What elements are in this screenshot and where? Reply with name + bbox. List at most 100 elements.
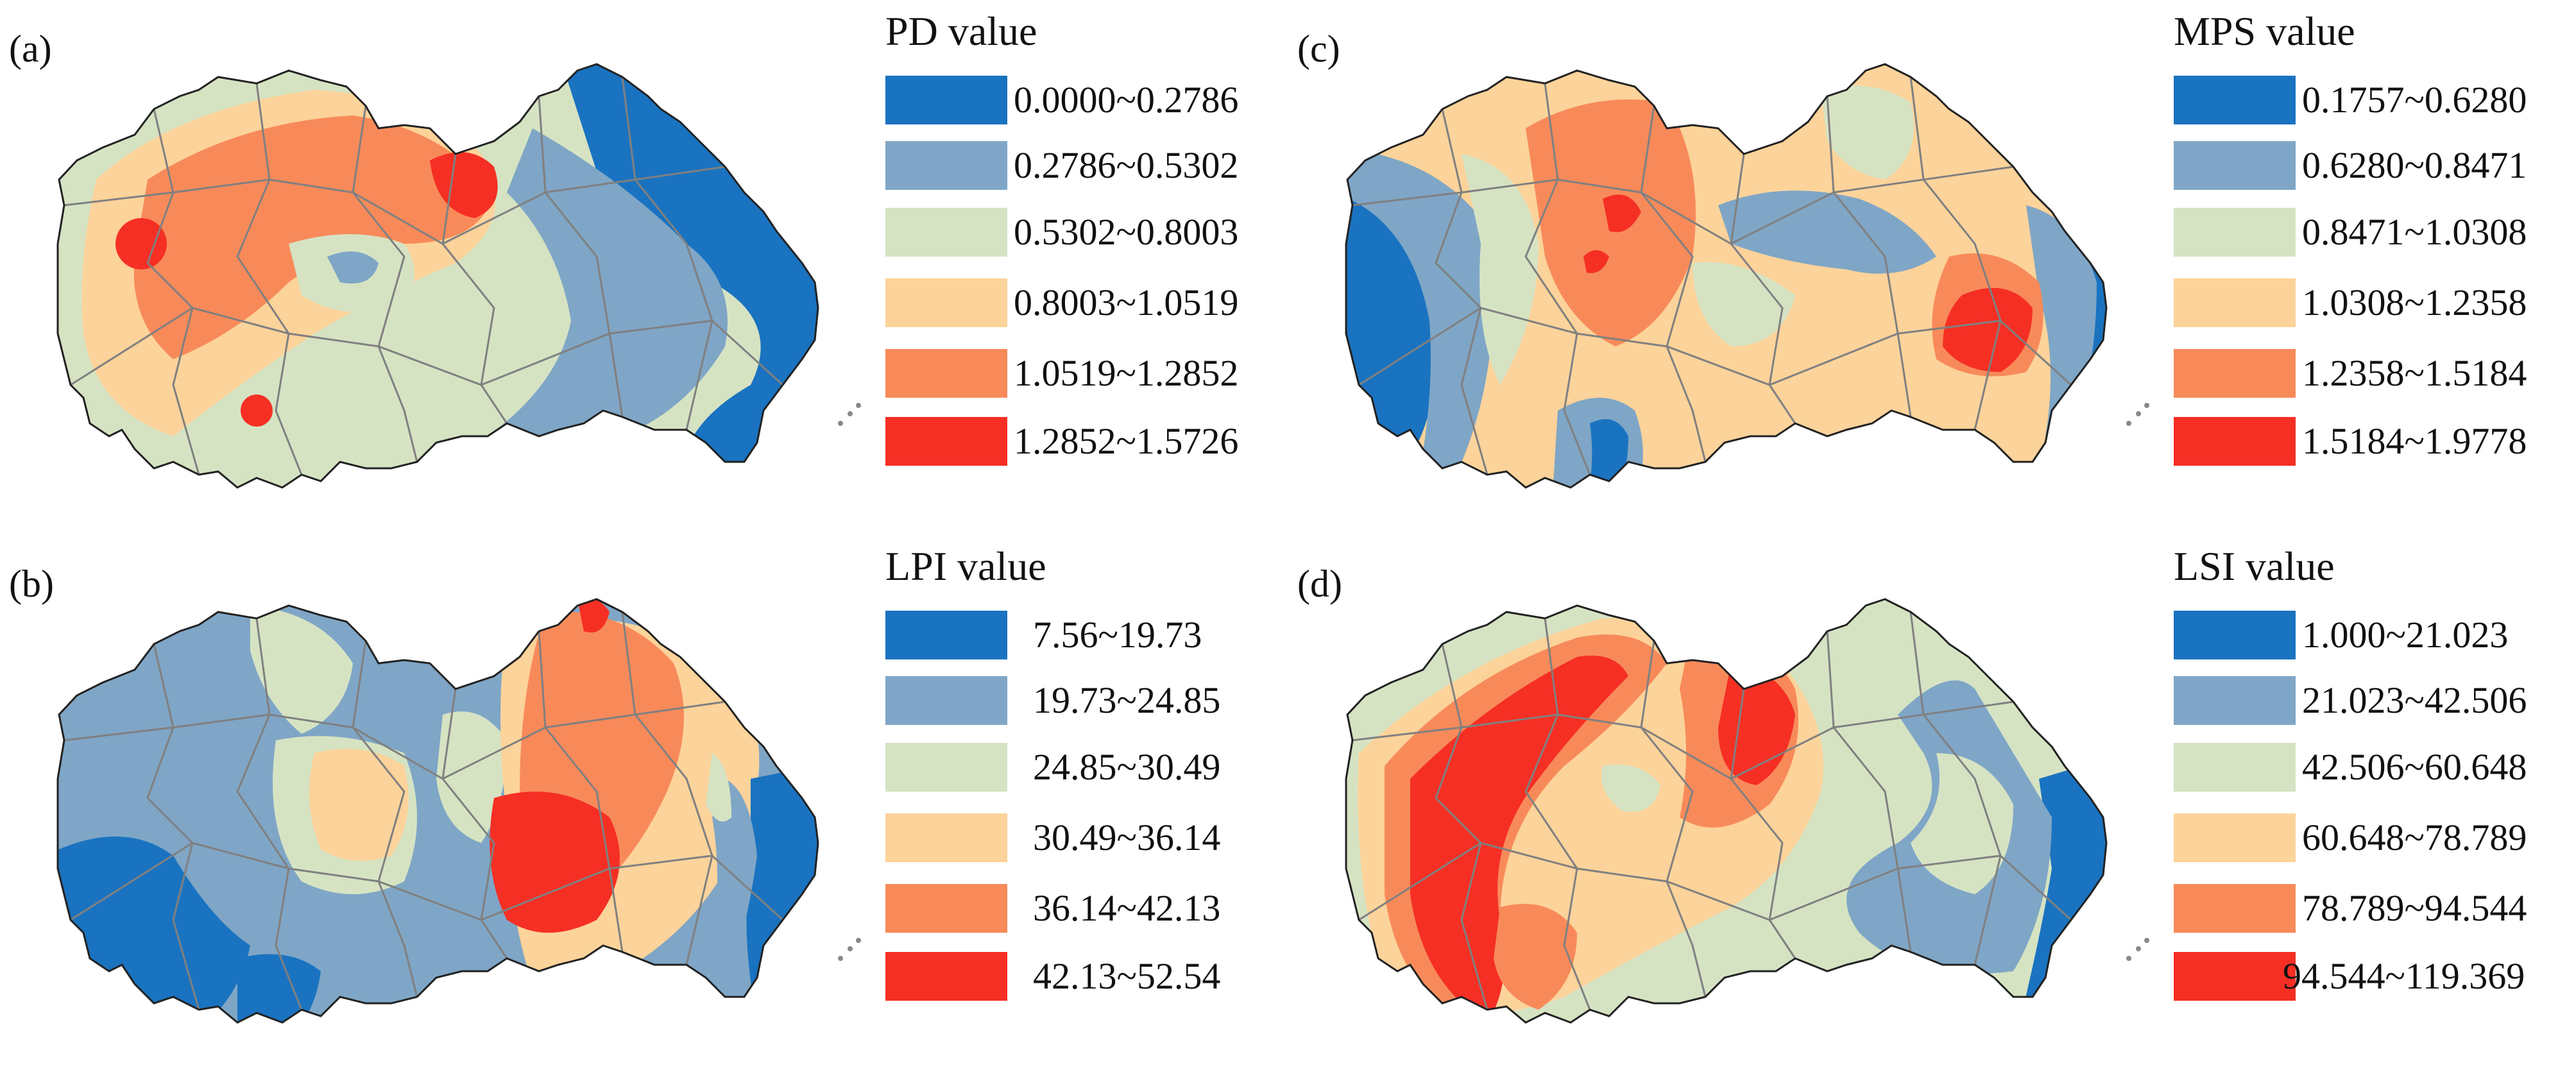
legend-item: 21.023~42.506 [2174,670,2572,731]
legend-swatch [885,76,1007,124]
legend-range: 1.000~21.023 [2302,614,2509,656]
legend-title: LSI value [2174,543,2335,589]
legend-swatch [2174,611,2296,659]
zone-blue-south [237,954,321,1023]
zone-orange-sw [1494,904,1577,1010]
panel-label: (d) [1297,563,1342,605]
zone-green-east-edge [706,753,731,822]
legend-swatch [2174,278,2296,327]
legend-range: 36.14~42.13 [1033,887,1221,929]
zone-green-mid [1693,262,1795,346]
map-mps [1333,51,2167,513]
legend-swatch [885,813,1007,862]
legend-range: 0.0000~0.2786 [1014,79,1239,121]
legend-mps: MPS value 0.1757~0.6280 0.6280~0.8471 0.… [2174,0,2572,535]
legend-range: 19.73~24.85 [1033,679,1221,721]
legend-item: 42.506~60.648 [2174,736,2572,798]
zone-red-east [1943,287,2033,372]
zone-green-north [1821,85,1914,180]
legend-item: 78.789~94.544 [2174,878,2572,939]
legend-item: 1.2852~1.5726 [885,411,1283,472]
legend-item: 0.6280~0.8471 [2174,135,2572,196]
island-dots [2126,938,2149,961]
legend-range: 1.2852~1.5726 [1014,420,1239,462]
legend-item: 0.1757~0.6280 [2174,69,2572,131]
legend-swatch [2174,417,2296,466]
legend-item: 19.73~24.85 [885,670,1283,731]
legend-swatch [885,743,1007,792]
legend-swatch [2174,952,2296,1001]
legend-swatch [885,208,1007,257]
zone-red-north [577,599,610,633]
legend-swatch [2174,76,2296,124]
legend-range: 0.8471~1.0308 [2302,211,2527,253]
legend-range: 42.13~52.54 [1033,955,1221,997]
legend-range: 1.0519~1.2852 [1014,352,1239,394]
legend-range: 7.56~19.73 [1033,614,1202,656]
legend-range: 0.2786~0.5302 [1014,144,1239,186]
zone-red-hotspot-3 [241,395,273,427]
legend-item: 36.14~42.13 [885,878,1283,939]
map-lpi [45,586,879,1048]
zone-blue-south [1583,419,1628,488]
zone-green-east [1911,753,2013,894]
zone-red-center-2 [1583,250,1609,273]
legend-swatch [2174,743,2296,792]
island-dots [838,938,861,961]
legend-lpi: LPI value 7.56~19.73 19.73~24.85 24.85~3… [885,535,1283,1070]
island-dots [2126,403,2149,426]
legend-swatch [885,278,1007,327]
legend-range: 94.544~119.369 [2283,955,2525,997]
legend-title: PD value [885,8,1037,54]
legend-lsi: LSI value 1.000~21.023 21.023~42.506 42.… [2174,535,2572,1070]
legend-range: 30.49~36.14 [1033,817,1221,858]
legend-item: 1.0308~1.2358 [2174,272,2572,334]
legend-swatch [885,611,1007,659]
legend-swatch [885,141,1007,190]
zone-red-hotspot-2 [115,218,167,269]
zone-red-ridge [1718,663,1795,785]
legend-item: 1.2358~1.5184 [2174,343,2572,404]
legend-swatch [2174,813,2296,862]
legend-item: 0.5302~0.8003 [885,201,1283,263]
legend-item: 7.56~19.73 [885,604,1283,666]
panel-c: (c) [1288,0,2576,535]
zone-peach-center [309,749,409,861]
legend-item: 0.0000~0.2786 [885,69,1283,131]
legend-swatch [2174,884,2296,933]
legend-item: 1.000~21.023 [2174,604,2572,666]
legend-pd: PD value 0.0000~0.2786 0.2786~0.5302 0.5… [885,0,1283,535]
legend-range: 0.8003~1.0519 [1014,282,1239,323]
legend-swatch [2174,676,2296,725]
panel-a: (a) [0,0,1288,535]
island-dots [838,403,861,426]
legend-item: 0.8471~1.0308 [2174,201,2572,263]
zone-dark-orange [133,115,494,359]
zone-blue-east [746,753,818,1023]
legend-title: MPS value [2174,8,2355,54]
legend-swatch [2174,349,2296,398]
legend-range: 24.85~30.49 [1033,746,1221,788]
zone-green-west [1462,154,1539,385]
panel-label: (c) [1297,28,1340,70]
zone-green-center [1601,765,1660,812]
zone-lightblue-east [706,779,757,984]
legend-title: LPI value [885,543,1046,589]
legend-swatch [2174,208,2296,257]
map-lsi [1333,586,2167,1048]
panel-label: (a) [9,28,52,70]
legend-swatch [885,417,1007,466]
legend-swatch [2174,141,2296,190]
legend-range: 42.506~60.648 [2302,746,2527,788]
zone-red-east [490,792,620,933]
legend-swatch [885,676,1007,725]
legend-range: 78.789~94.544 [2302,887,2527,929]
zone-blue-east [2076,212,2106,488]
legend-item: 0.2786~0.5302 [885,135,1283,196]
legend-item: 24.85~30.49 [885,736,1283,798]
legend-swatch [885,884,1007,933]
panel-b: (b) [0,535,1288,1070]
legend-item: 30.49~36.14 [885,807,1283,869]
legend-range: 0.5302~0.8003 [1014,211,1239,253]
legend-range: 60.648~78.789 [2302,817,2527,858]
